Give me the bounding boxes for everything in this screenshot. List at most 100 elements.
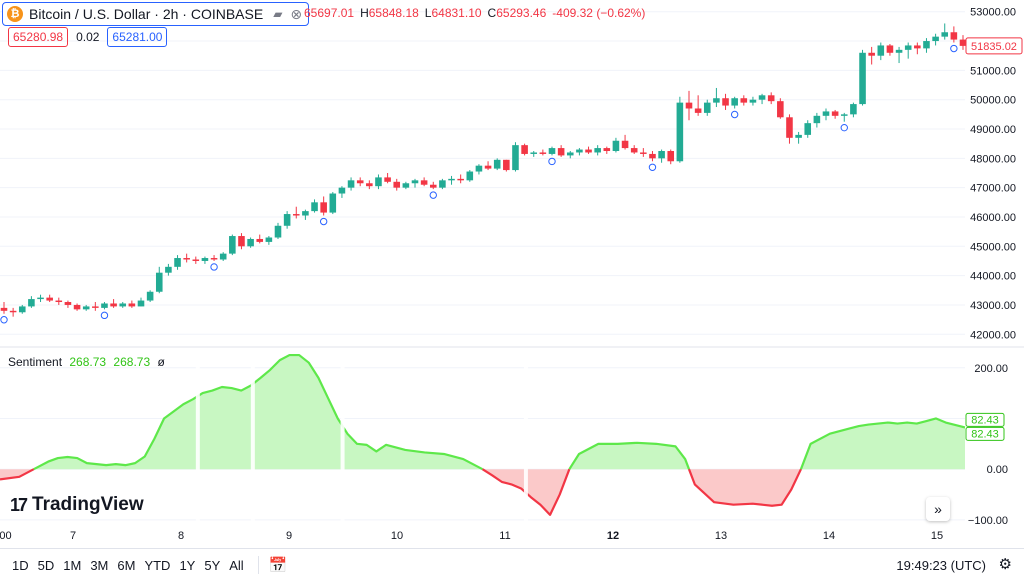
candle-body	[585, 149, 592, 153]
close-value: 65293.46	[496, 6, 547, 20]
chart-svg[interactable]: 42000.00 43000.00 44000.00 45000.00 46000.00…	[0, 0, 1024, 548]
candle-body	[448, 178, 455, 181]
candle-body	[356, 180, 364, 184]
candle-body	[366, 183, 373, 187]
bid-ask: 65280.98 0.02 65281.00	[8, 27, 168, 47]
candle-body	[594, 148, 601, 153]
candle-body	[795, 134, 802, 138]
range-button-3m[interactable]: 3M	[90, 557, 109, 573]
candle-body	[566, 152, 574, 156]
open-value: 65697.01	[304, 6, 355, 20]
event-marker	[100, 311, 109, 320]
range-button-ytd[interactable]: YTD	[144, 557, 171, 573]
chart-area[interactable]: 42000.00 43000.00 44000.00 45000.00 46000.00…	[0, 0, 1024, 548]
candle-body	[37, 297, 44, 300]
clock[interactable]: 19:49:23 (UTC)	[896, 558, 986, 573]
indicator-value-2: 268.73	[113, 355, 151, 369]
tradingview-logo[interactable]: 17 TradingView	[10, 494, 144, 516]
bid-button[interactable]: 65280.98	[8, 27, 69, 47]
price-tick-label: 44000.00	[970, 271, 1016, 283]
candle-body	[758, 95, 766, 100]
indicator-badge	[965, 426, 1005, 441]
scroll-to-realtime-button[interactable]: »	[926, 497, 950, 521]
candle-body	[429, 184, 437, 188]
indicator-badge-text: 82.43	[971, 414, 999, 426]
sentiment-positive-line	[33, 353, 484, 471]
range-button-5d[interactable]: 5D	[37, 557, 55, 573]
candle-body	[731, 98, 738, 106]
candle-body	[247, 238, 254, 247]
candle-body	[457, 178, 464, 181]
sentiment-tick-label: −100.00	[968, 515, 1008, 527]
candle-body	[411, 180, 419, 184]
sentiment-positive-fill	[800, 418, 965, 470]
event-marker	[319, 217, 328, 226]
price-tick-label: 46000.00	[970, 212, 1016, 224]
axes: 42000.00 43000.00 44000.00 45000.00 46000.00…	[0, 7, 1023, 542]
range-button-all[interactable]: All	[229, 557, 244, 573]
range-button-5y[interactable]: 5Y	[204, 557, 221, 573]
candle-body	[512, 145, 519, 171]
candle-body	[557, 148, 565, 156]
candle-body	[128, 303, 136, 307]
candle-body	[0, 307, 8, 311]
price-tick-label: 43000.00	[970, 300, 1016, 312]
candle-body	[612, 140, 620, 152]
candle-body	[210, 258, 218, 260]
sentiment-positive-line	[568, 441, 691, 470]
candle-body	[914, 45, 921, 49]
candle-body	[229, 236, 236, 254]
candle-body	[804, 123, 812, 135]
candle-body	[877, 45, 885, 56]
candle-body	[238, 236, 245, 247]
close-icon[interactable]: ⊗	[290, 5, 303, 22]
candle-body	[92, 306, 99, 308]
candle-body	[73, 304, 81, 310]
range-button-1d[interactable]: 1D	[12, 557, 29, 573]
x-tick-label: 10	[391, 530, 403, 542]
range-button-1m[interactable]: 1M	[63, 557, 82, 573]
sentiment-tick-label: 0.00	[987, 464, 1008, 476]
symbol-title-box[interactable]: ₿ Bitcoin / U.S. Dollar · 2h · COINBASE …	[2, 2, 310, 26]
x-tick-label: 15	[931, 530, 943, 542]
indicator-name: Sentiment	[8, 355, 63, 369]
tag-icon[interactable]: ▰	[273, 7, 283, 21]
calendar-icon[interactable]: 📅	[268, 557, 288, 574]
candle-body	[676, 102, 684, 162]
settings-icon[interactable]: ⚙	[998, 556, 1012, 573]
candle-body	[658, 151, 665, 159]
event-marker	[0, 316, 8, 324]
candle-body	[18, 306, 26, 313]
candle-body	[402, 183, 410, 188]
toolbar-divider	[257, 556, 259, 574]
candle-body	[749, 99, 757, 103]
candle-body	[82, 306, 90, 310]
candle-body	[767, 95, 775, 102]
x-tick-label: 9	[286, 530, 292, 542]
indicator-badge	[965, 412, 1005, 427]
candle-body	[475, 165, 483, 172]
bitcoin-icon: ₿	[7, 6, 23, 22]
candle-body	[192, 259, 200, 261]
candle-body	[722, 98, 729, 106]
candle-body	[521, 145, 528, 154]
candle-body	[640, 152, 647, 154]
event-markers	[0, 44, 958, 324]
candle-body	[219, 253, 227, 260]
range-button-6m[interactable]: 6M	[117, 557, 136, 573]
candle-body	[101, 303, 108, 308]
ask-button[interactable]: 65281.00	[107, 27, 168, 47]
candle-body	[530, 152, 538, 154]
close-label: C	[487, 6, 497, 20]
x-tick-label: 7	[70, 530, 76, 542]
candle-body	[302, 211, 309, 216]
sentiment-area	[0, 350, 966, 525]
symbol-title: Bitcoin / U.S. Dollar · 2h · COINBASE	[29, 6, 264, 22]
candle-body	[137, 300, 145, 307]
range-button-1y[interactable]: 1Y	[179, 557, 196, 573]
indicator-extra: ø	[157, 355, 165, 369]
indicator-legend[interactable]: Sentiment 268.73 268.73 ø	[8, 355, 165, 369]
candle-body	[649, 153, 656, 159]
sentiment-negative-line	[0, 468, 35, 481]
candle-body	[9, 310, 17, 313]
